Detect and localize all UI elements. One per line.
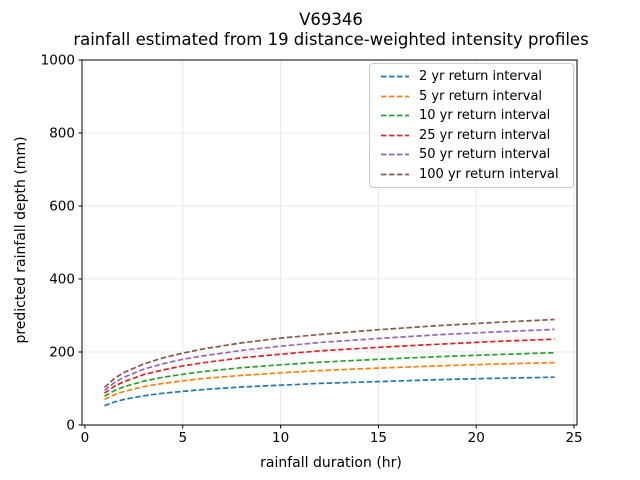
x-tick-label-15: 15 [370, 430, 387, 446]
y-axis-label: predicted rainfall depth (mm) [13, 136, 29, 344]
legend-line-sample [381, 114, 409, 117]
legend-item-label: 50 yr return interval [419, 147, 551, 163]
legend-item: 5 yr return interval [370, 89, 573, 104]
series-line-5-yr-return-interval [104, 361, 555, 401]
x-tick-label-0: 0 [81, 430, 90, 446]
legend-item-label: 100 yr return interval [419, 166, 559, 182]
legend-item: 50 yr return interval [370, 147, 573, 162]
legend-item: 100 yr return interval [370, 167, 573, 182]
y-tick-label-1000: 1000 [41, 53, 75, 69]
x-tick-label-25: 25 [565, 430, 582, 446]
y-tick-label-600: 600 [49, 199, 75, 215]
x-tick-label-5: 5 [178, 430, 187, 446]
series-line-50-yr-return-interval [103, 328, 555, 391]
y-tick-label-400: 400 [49, 272, 75, 288]
y-tick-label-0: 0 [66, 418, 75, 434]
series-line-100-yr-return-interval [103, 318, 555, 389]
legend-line-sample [381, 75, 409, 78]
x-tick-label-10: 10 [272, 430, 289, 446]
y-tick-label-200: 200 [49, 345, 75, 361]
legend: 2 yr return interval 5 yr return interva… [369, 63, 574, 188]
legend-item-label: 10 yr return interval [419, 108, 551, 124]
chart-title-line2: rainfall estimated from 19 distance-weig… [73, 30, 589, 49]
legend-item-label: 2 yr return interval [419, 69, 543, 85]
legend-line-sample [381, 173, 409, 176]
series-line-25-yr-return-interval [104, 338, 555, 394]
chart-title-line1: V69346 [299, 10, 363, 29]
x-tick-label-20: 20 [468, 430, 485, 446]
x-axis-label: rainfall duration (hr) [260, 455, 402, 471]
legend-item-label: 5 yr return interval [419, 88, 543, 104]
legend-item: 10 yr return interval [370, 108, 573, 123]
legend-line-sample [381, 134, 409, 137]
legend-item: 25 yr return interval [370, 128, 573, 143]
legend-item-label: 25 yr return interval [419, 127, 551, 143]
series-line-10-yr-return-interval [104, 351, 555, 397]
legend-line-sample [381, 95, 409, 98]
plot-border [81, 59, 578, 426]
chart-title: V69346 rainfall estimated from 19 distan… [73, 10, 588, 50]
legend-item: 2 yr return interval [370, 69, 573, 84]
y-tick-label-800: 800 [49, 126, 75, 142]
series-line-2-yr-return-interval [104, 376, 555, 407]
legend-line-sample [381, 153, 409, 156]
